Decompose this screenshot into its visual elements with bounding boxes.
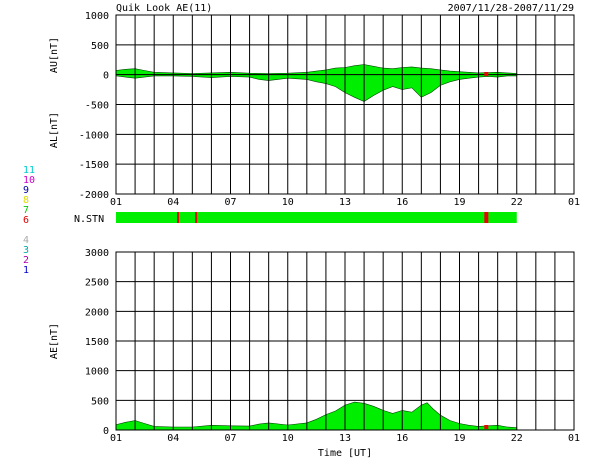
y-tick-label: 0	[103, 426, 109, 437]
x-tick-label: 04	[167, 433, 179, 444]
legend-station-2: 2	[23, 255, 29, 266]
plot-frame	[115, 251, 575, 431]
x-tick-label: 19	[453, 197, 465, 208]
x-tick-label: 10	[282, 433, 294, 444]
y-tick-label: 1000	[85, 11, 109, 22]
x-tick-label: 01	[568, 433, 580, 444]
y-tick-label: 2500	[85, 278, 109, 289]
legend-station-1: 1	[23, 265, 29, 276]
x-tick-label: 13	[339, 433, 351, 444]
au-axis-label: AU[nT]	[49, 37, 60, 73]
legend-station-9: 9	[23, 185, 29, 196]
x-tick-label: 07	[224, 197, 236, 208]
x-tick-label: 04	[167, 197, 179, 208]
legend-station-5: 5	[23, 225, 29, 236]
y-tick-label: 3000	[85, 248, 109, 259]
x-tick-label: 22	[511, 433, 523, 444]
x-tick-label: 07	[224, 433, 236, 444]
legend-station-11: 11	[23, 165, 35, 176]
x-tick-label: 16	[396, 197, 408, 208]
x-tick-label: 13	[339, 197, 351, 208]
series-au-area	[115, 64, 518, 75]
series-ae-area	[115, 401, 518, 431]
series-al-area	[115, 74, 518, 102]
plot-title: Quik Look AE(11)	[116, 3, 212, 14]
date-range: 2007/11/28-2007/11/29	[448, 3, 574, 14]
x-axis-label: Time [UT]	[318, 448, 372, 459]
y-tick-label: -1500	[79, 160, 109, 171]
x-tick-label: 01	[110, 433, 122, 444]
y-tick-label: -500	[85, 101, 109, 112]
legend-station-7: 7	[23, 205, 29, 216]
y-tick-label: 500	[91, 41, 109, 52]
y-tick-label: -2000	[79, 190, 109, 201]
ae-axis-label: AE[nT]	[49, 323, 60, 359]
al-axis-label: AL[nT]	[49, 112, 60, 148]
x-tick-label: 22	[511, 197, 523, 208]
x-tick-label: 19	[453, 433, 465, 444]
station-gap-marker	[177, 212, 180, 223]
plot-frame	[115, 14, 575, 195]
y-tick-label: 0	[103, 71, 109, 82]
y-tick-label: 500	[91, 396, 109, 407]
legend-station-4: 4	[23, 235, 29, 246]
gap-marker-top	[484, 72, 489, 76]
legend-station-6: 6	[23, 215, 29, 226]
station-gap-marker	[195, 212, 198, 223]
station-bar	[116, 212, 517, 223]
legend-station-10: 10	[23, 175, 35, 186]
x-tick-label: 16	[396, 433, 408, 444]
station-count-panel	[116, 212, 517, 223]
y-tick-label: 1500	[85, 337, 109, 348]
x-tick-label: 10	[282, 197, 294, 208]
y-tick-label: 2000	[85, 307, 109, 318]
legend-station-8: 8	[23, 195, 29, 206]
legend-station-3: 3	[23, 245, 29, 256]
y-tick-label: -1000	[79, 130, 109, 141]
station-gap-marker	[484, 212, 489, 223]
station-bar-label: N.STN	[74, 214, 104, 225]
x-tick-label: 01	[110, 197, 122, 208]
gap-marker-bottom	[484, 425, 489, 429]
x-tick-label: 01	[568, 197, 580, 208]
y-tick-label: 1000	[85, 367, 109, 378]
